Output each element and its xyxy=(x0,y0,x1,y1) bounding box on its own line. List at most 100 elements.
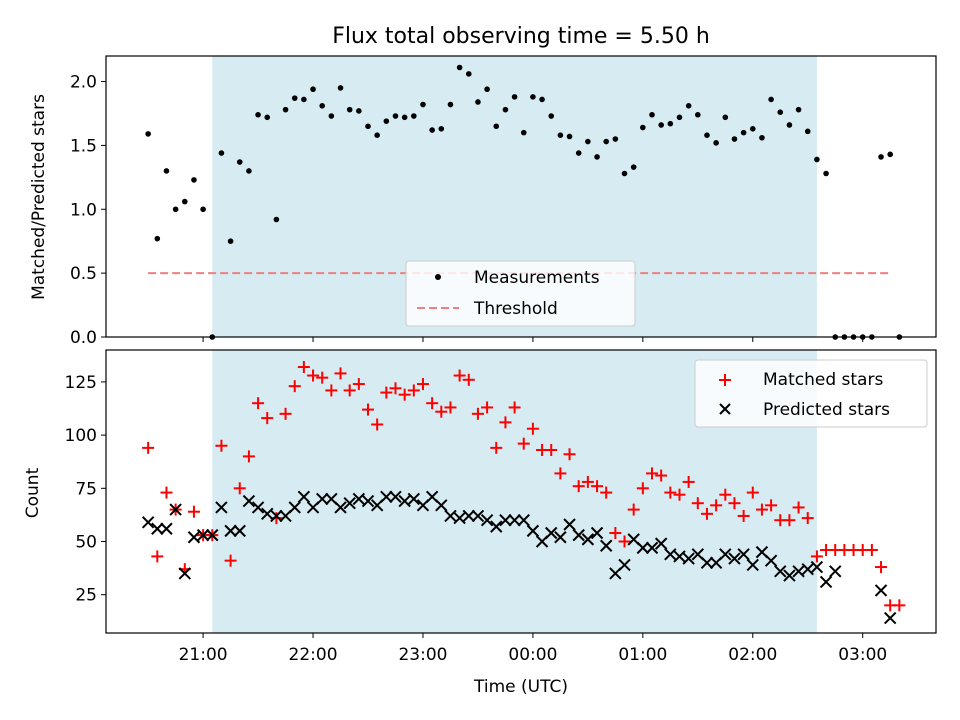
predicted-star-point xyxy=(270,509,283,523)
measurement-point xyxy=(346,106,353,113)
predicted-star-point xyxy=(251,501,265,514)
predicted-star-point xyxy=(334,501,347,514)
measurement-point xyxy=(236,159,243,165)
matched-star-point xyxy=(499,416,512,429)
measurement-point xyxy=(814,156,820,163)
predicted-star-point xyxy=(792,565,805,578)
top-y-tick-label: 0.5 xyxy=(70,264,97,284)
predicted-star-point xyxy=(590,526,604,540)
measurement-point xyxy=(246,168,252,174)
matched-star-point xyxy=(554,467,567,480)
bottom-y-tick-label: 125 xyxy=(65,373,97,393)
matched-star-point xyxy=(600,486,613,499)
predicted-star-point xyxy=(829,565,842,578)
matched-star-point xyxy=(810,550,823,563)
measurement-point xyxy=(218,150,225,156)
matched-star-point xyxy=(710,499,723,512)
measurement-point xyxy=(447,101,454,108)
measurement-point xyxy=(511,94,518,100)
legend-measurements-label: Measurements xyxy=(474,268,600,288)
predicted-star-point xyxy=(819,575,833,589)
matched-star-point xyxy=(279,407,292,420)
measurement-point xyxy=(420,101,426,108)
matched-star-point xyxy=(187,505,200,518)
matched-star-point xyxy=(426,397,439,410)
predicted-star-point xyxy=(645,541,659,555)
predicted-star-point xyxy=(261,507,274,521)
measurement-point xyxy=(328,113,335,119)
matched-star-point xyxy=(875,561,888,574)
predicted-star-point xyxy=(883,611,897,625)
matched-star-point xyxy=(307,369,320,382)
predicted-star-point xyxy=(774,565,787,578)
predicted-star-point xyxy=(499,514,512,527)
predicted-star-point xyxy=(169,503,182,516)
measurement-point xyxy=(575,150,582,156)
predicted-star-point xyxy=(141,516,155,529)
top-y-tick-label: 0.0 xyxy=(70,328,97,348)
top-legend: Measurements Threshold xyxy=(405,260,636,327)
predicted-star-point xyxy=(297,490,311,504)
measurement-point xyxy=(502,106,509,113)
matched-star-point xyxy=(288,380,301,393)
measurement-point xyxy=(759,134,765,141)
predicted-star-point xyxy=(389,490,402,504)
measurement-point xyxy=(685,103,692,109)
bottom-legend-box xyxy=(694,359,928,428)
measurement-point xyxy=(484,86,490,93)
top-y-tick-label: 1.5 xyxy=(70,136,97,156)
matched-star-point xyxy=(334,367,347,380)
matched-star-point xyxy=(893,599,906,612)
measurement-point xyxy=(255,111,261,118)
bottom-x-ticks: 21:00 22:00 23:00 00:00 01:00 02:00 03:00 xyxy=(179,633,887,665)
top-y-axis-label: Matched/Predicted stars xyxy=(29,94,49,300)
predicted-star-point xyxy=(810,560,824,574)
predicted-star-point xyxy=(737,548,750,561)
measurement-point xyxy=(411,113,417,119)
predicted-star-point xyxy=(380,490,393,504)
predicted-star-point xyxy=(160,522,173,535)
matched-star-point xyxy=(215,439,228,452)
matched-star-point xyxy=(673,488,686,501)
predicted-star-point xyxy=(471,509,485,523)
predicted-star-point xyxy=(453,511,466,525)
matched-star-point xyxy=(224,554,237,567)
matched-star-point xyxy=(636,482,649,495)
matched-star-point xyxy=(700,507,713,520)
matched-star-point xyxy=(325,384,338,397)
top-legend-box xyxy=(405,260,636,327)
measurement-point xyxy=(383,118,390,124)
top-x-ticks xyxy=(202,337,864,342)
measurement-point xyxy=(319,103,326,109)
predicted-star-point xyxy=(764,554,778,567)
matched-star-point xyxy=(242,450,255,463)
measurement-point xyxy=(630,164,637,170)
predicted-star-point xyxy=(508,514,521,527)
matched-star-point xyxy=(407,384,420,397)
matched-star-point xyxy=(389,382,402,395)
predicted-star-point xyxy=(480,514,494,527)
measurement-point xyxy=(676,114,683,121)
bottom-y-tick-label: 100 xyxy=(65,426,97,446)
matched-star-point xyxy=(380,386,393,399)
legend-measurements-marker xyxy=(435,274,441,280)
matched-star-point xyxy=(343,384,356,397)
matched-star-point xyxy=(316,371,329,384)
measurement-point xyxy=(594,154,600,160)
matched-star-point xyxy=(416,378,429,391)
predicted-star-point xyxy=(233,524,246,538)
matched-star-point xyxy=(444,401,457,414)
predicted-star-point xyxy=(545,526,558,540)
measurement-point xyxy=(804,128,811,135)
matched-star-point xyxy=(801,512,814,525)
predicted-star-point xyxy=(526,524,540,538)
measurement-point xyxy=(722,114,729,121)
legend-threshold-label: Threshold xyxy=(473,299,558,319)
matched-star-point xyxy=(682,475,695,488)
measurement-point xyxy=(585,138,591,145)
predicted-star-point xyxy=(407,492,421,506)
matched-star-point xyxy=(151,550,164,563)
legend-matched-label: Matched stars xyxy=(763,370,883,390)
predicted-star-point xyxy=(288,501,301,514)
predicted-star-point xyxy=(783,569,796,582)
